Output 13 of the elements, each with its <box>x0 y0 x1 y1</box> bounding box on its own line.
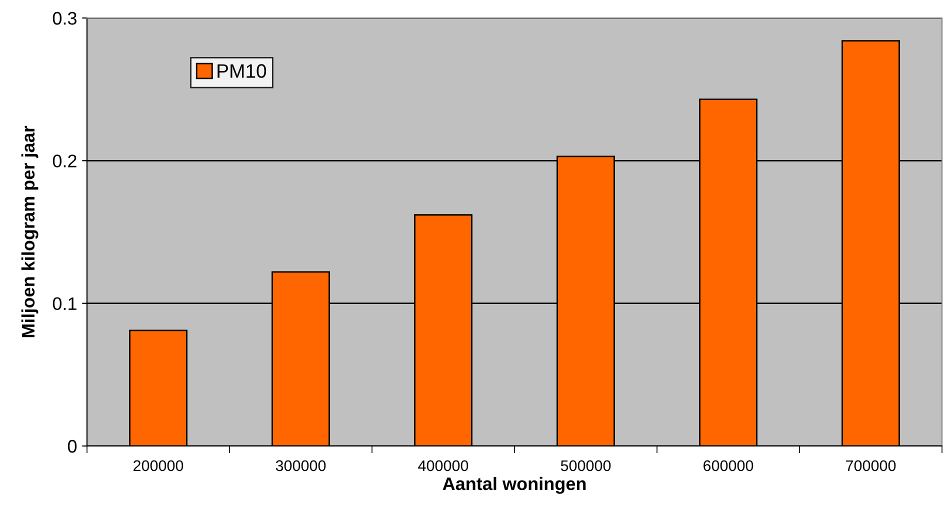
y-tick-label: 0.1 <box>52 297 76 310</box>
x-tick-label: 600000 <box>704 460 754 472</box>
y-axis-title: Miljoen kilogram per jaar <box>21 126 38 338</box>
legend-label: PM10 <box>218 64 266 78</box>
x-tick-label: 700000 <box>846 460 896 472</box>
y-tick-label: 0.2 <box>52 154 76 168</box>
x-axis-title: Aantal woningen <box>442 476 586 494</box>
x-tick-label: 200000 <box>134 460 184 472</box>
y-tick-label: 0 <box>68 440 77 453</box>
x-tick-label: 400000 <box>418 460 468 472</box>
x-tick-label: 300000 <box>276 460 326 472</box>
x-tick-label: 500000 <box>560 460 611 472</box>
y-tick-label: 0.3 <box>52 12 76 25</box>
